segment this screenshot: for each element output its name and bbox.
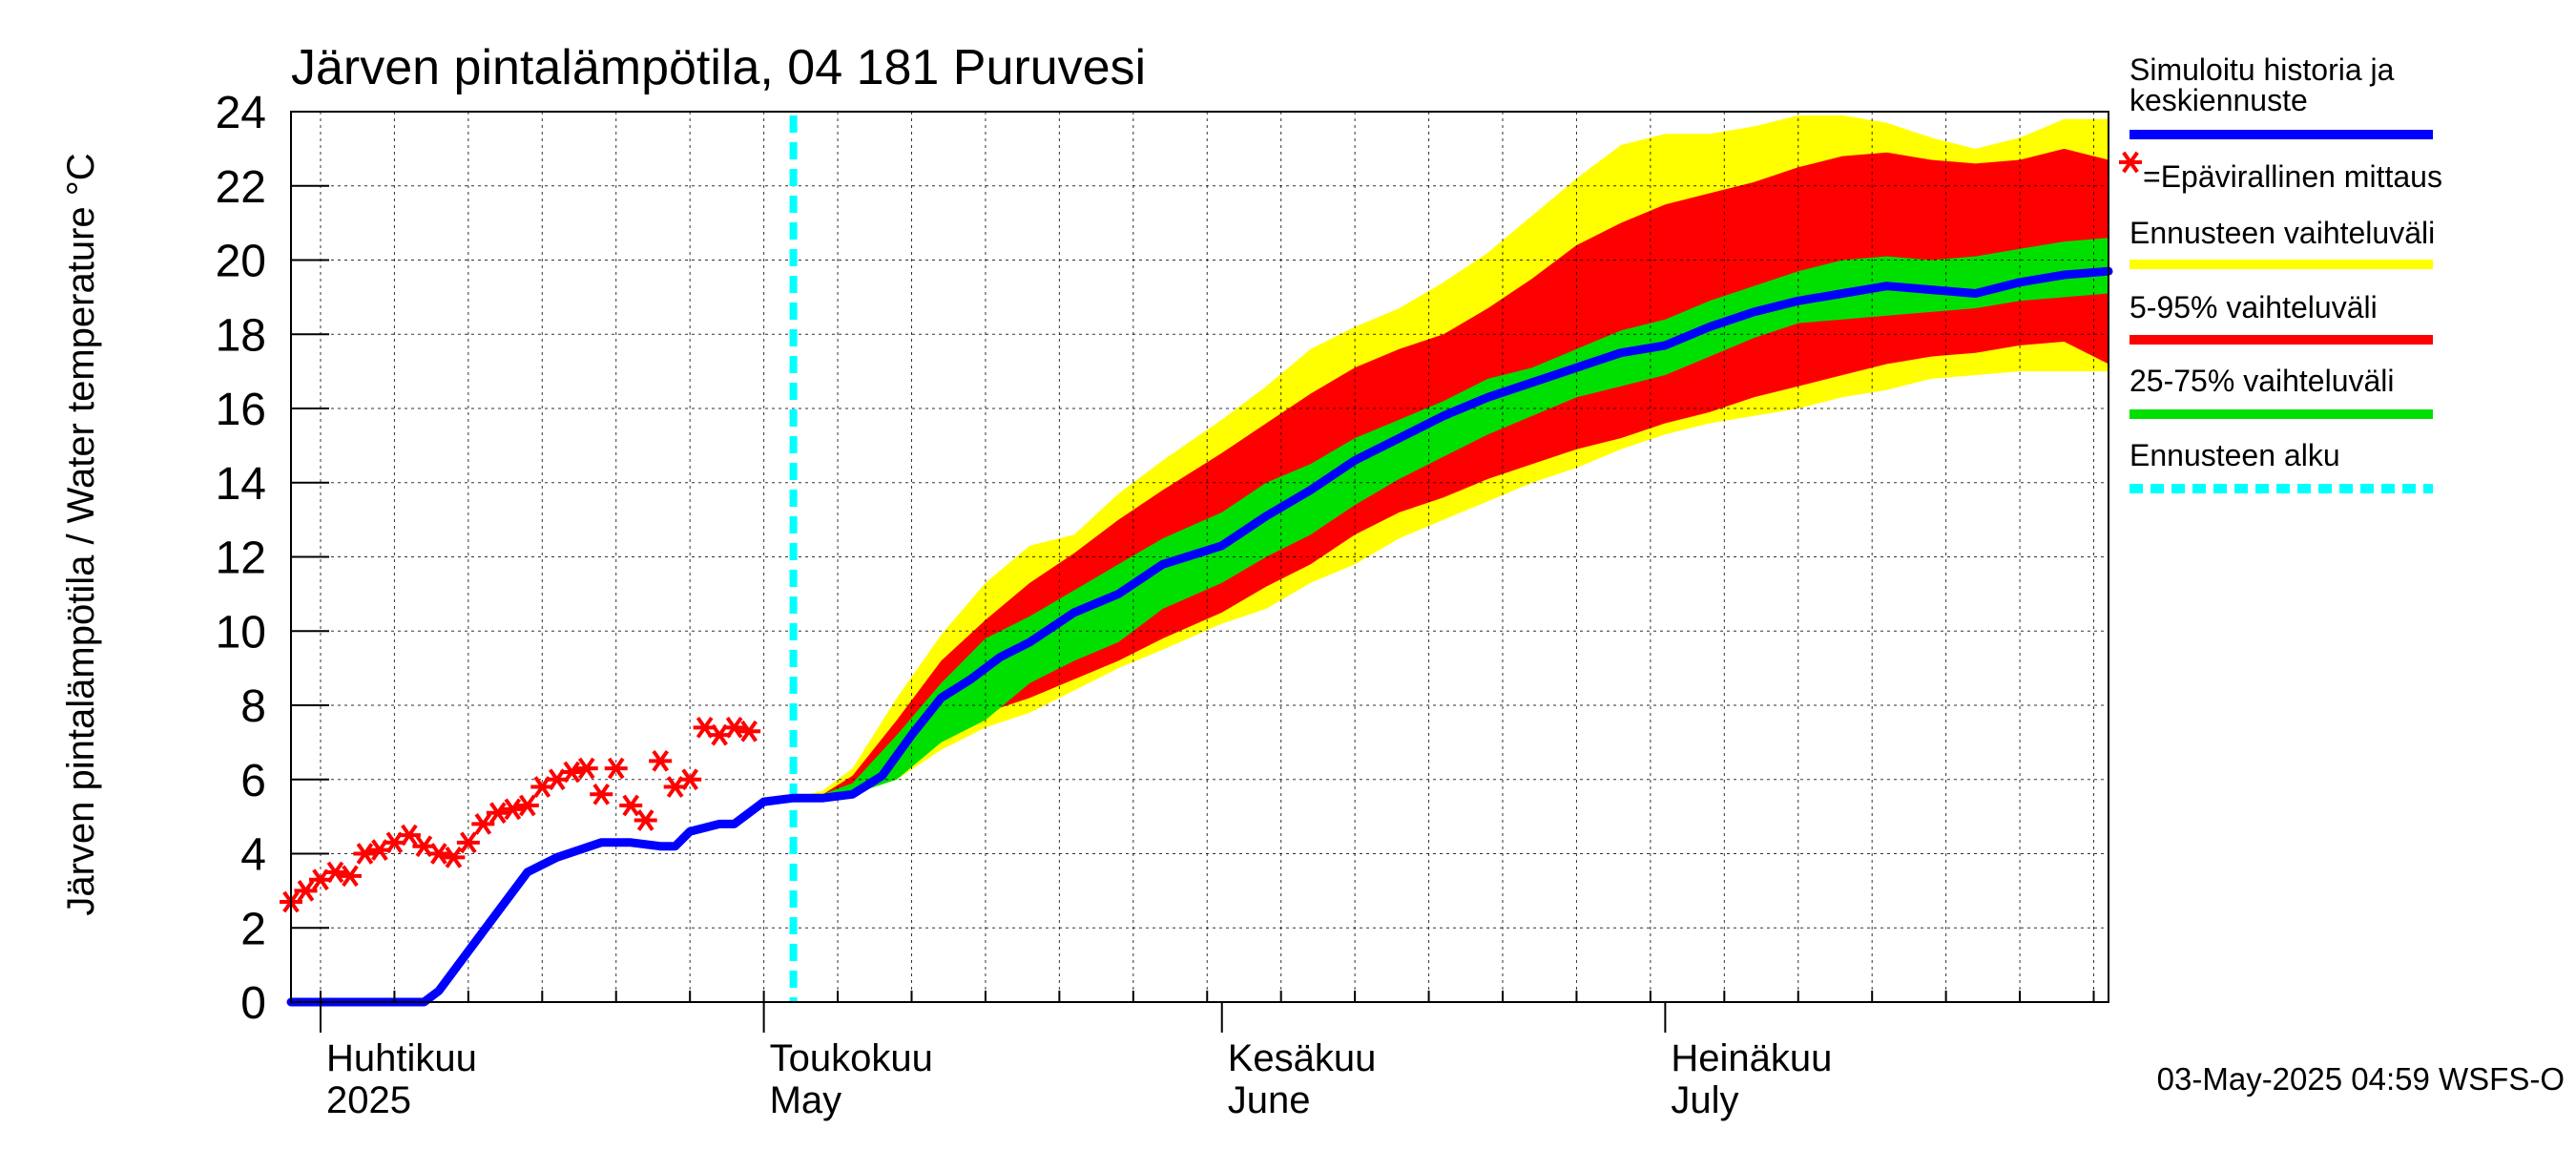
chart-title: Järven pintalämpötila, 04 181 Puruvesi [291, 40, 1146, 95]
measurement-point [338, 865, 362, 888]
x-month-label: Heinäkuu [1671, 1037, 1832, 1079]
y-tick-label: 22 [216, 162, 266, 213]
y-tick-label: 20 [216, 237, 266, 287]
measurement-point [397, 824, 421, 847]
measurement-point [649, 749, 673, 772]
y-tick-label: 18 [216, 310, 266, 361]
measurement-point [471, 813, 495, 835]
measurement-point [604, 757, 628, 780]
measurement-point [426, 843, 450, 865]
y-tick-label: 14 [216, 459, 266, 510]
timestamp-footer: 03-May-2025 04:59 WSFS-O [2157, 1061, 2565, 1097]
y-tick-label: 4 [240, 830, 266, 881]
series-line-mean [286, 266, 2113, 1007]
legend-label: =Epävirallinen mittaus [2143, 159, 2442, 194]
x-month-sublabel: June [1228, 1079, 1311, 1121]
measurement-point [678, 768, 702, 791]
y-axis-label: Järven pintalämpötila / Water temperatur… [60, 153, 102, 915]
measurement-point [574, 757, 598, 780]
measurement-point [442, 847, 466, 868]
y-tick-label: 10 [216, 607, 266, 658]
measurement-point [590, 783, 613, 805]
series-layer [286, 266, 2113, 1007]
x-month-label: Huhtikuu [326, 1037, 477, 1079]
measurement-point [634, 809, 657, 831]
measurement-point [501, 798, 525, 821]
y-tick-label: 12 [216, 533, 266, 584]
legend-label: Ennusteen alku [2129, 438, 2340, 472]
x-month-label: Toukokuu [770, 1037, 933, 1079]
legend-label: 5-95% vaihteluväli [2129, 290, 2378, 324]
y-tick-label: 6 [240, 756, 266, 806]
x-month-sublabel: 2025 [326, 1079, 411, 1121]
measurement-point [486, 802, 509, 825]
legend-label: keskiennuste [2129, 83, 2308, 117]
y-tick-label: 8 [240, 681, 266, 732]
measurement-point [456, 831, 480, 854]
measurement-point [353, 843, 377, 865]
measurement-point [323, 861, 347, 884]
y-tick-label: 0 [240, 978, 266, 1029]
x-month-sublabel: May [770, 1079, 842, 1121]
y-tick-label: 24 [216, 88, 266, 138]
forecast-bands [793, 115, 2109, 799]
measurement-point [294, 880, 318, 902]
legend-label: 25-75% vaihteluväli [2129, 364, 2395, 398]
measurement-markers [280, 716, 761, 913]
x-month-label: Kesäkuu [1228, 1037, 1377, 1079]
legend-label: Ennusteen vaihteluväli [2129, 216, 2435, 250]
legend-star-icon [2119, 151, 2142, 174]
measurement-point [722, 716, 746, 739]
y-tick-label: 16 [216, 385, 266, 435]
measurement-point [619, 794, 643, 817]
x-month-sublabel: July [1671, 1079, 1738, 1121]
y-tick-label: 2 [240, 904, 266, 954]
measurement-point [560, 761, 584, 784]
legend-label: Simuloitu historia ja [2129, 52, 2395, 87]
measurement-point [515, 794, 539, 817]
measurement-point [737, 720, 761, 742]
